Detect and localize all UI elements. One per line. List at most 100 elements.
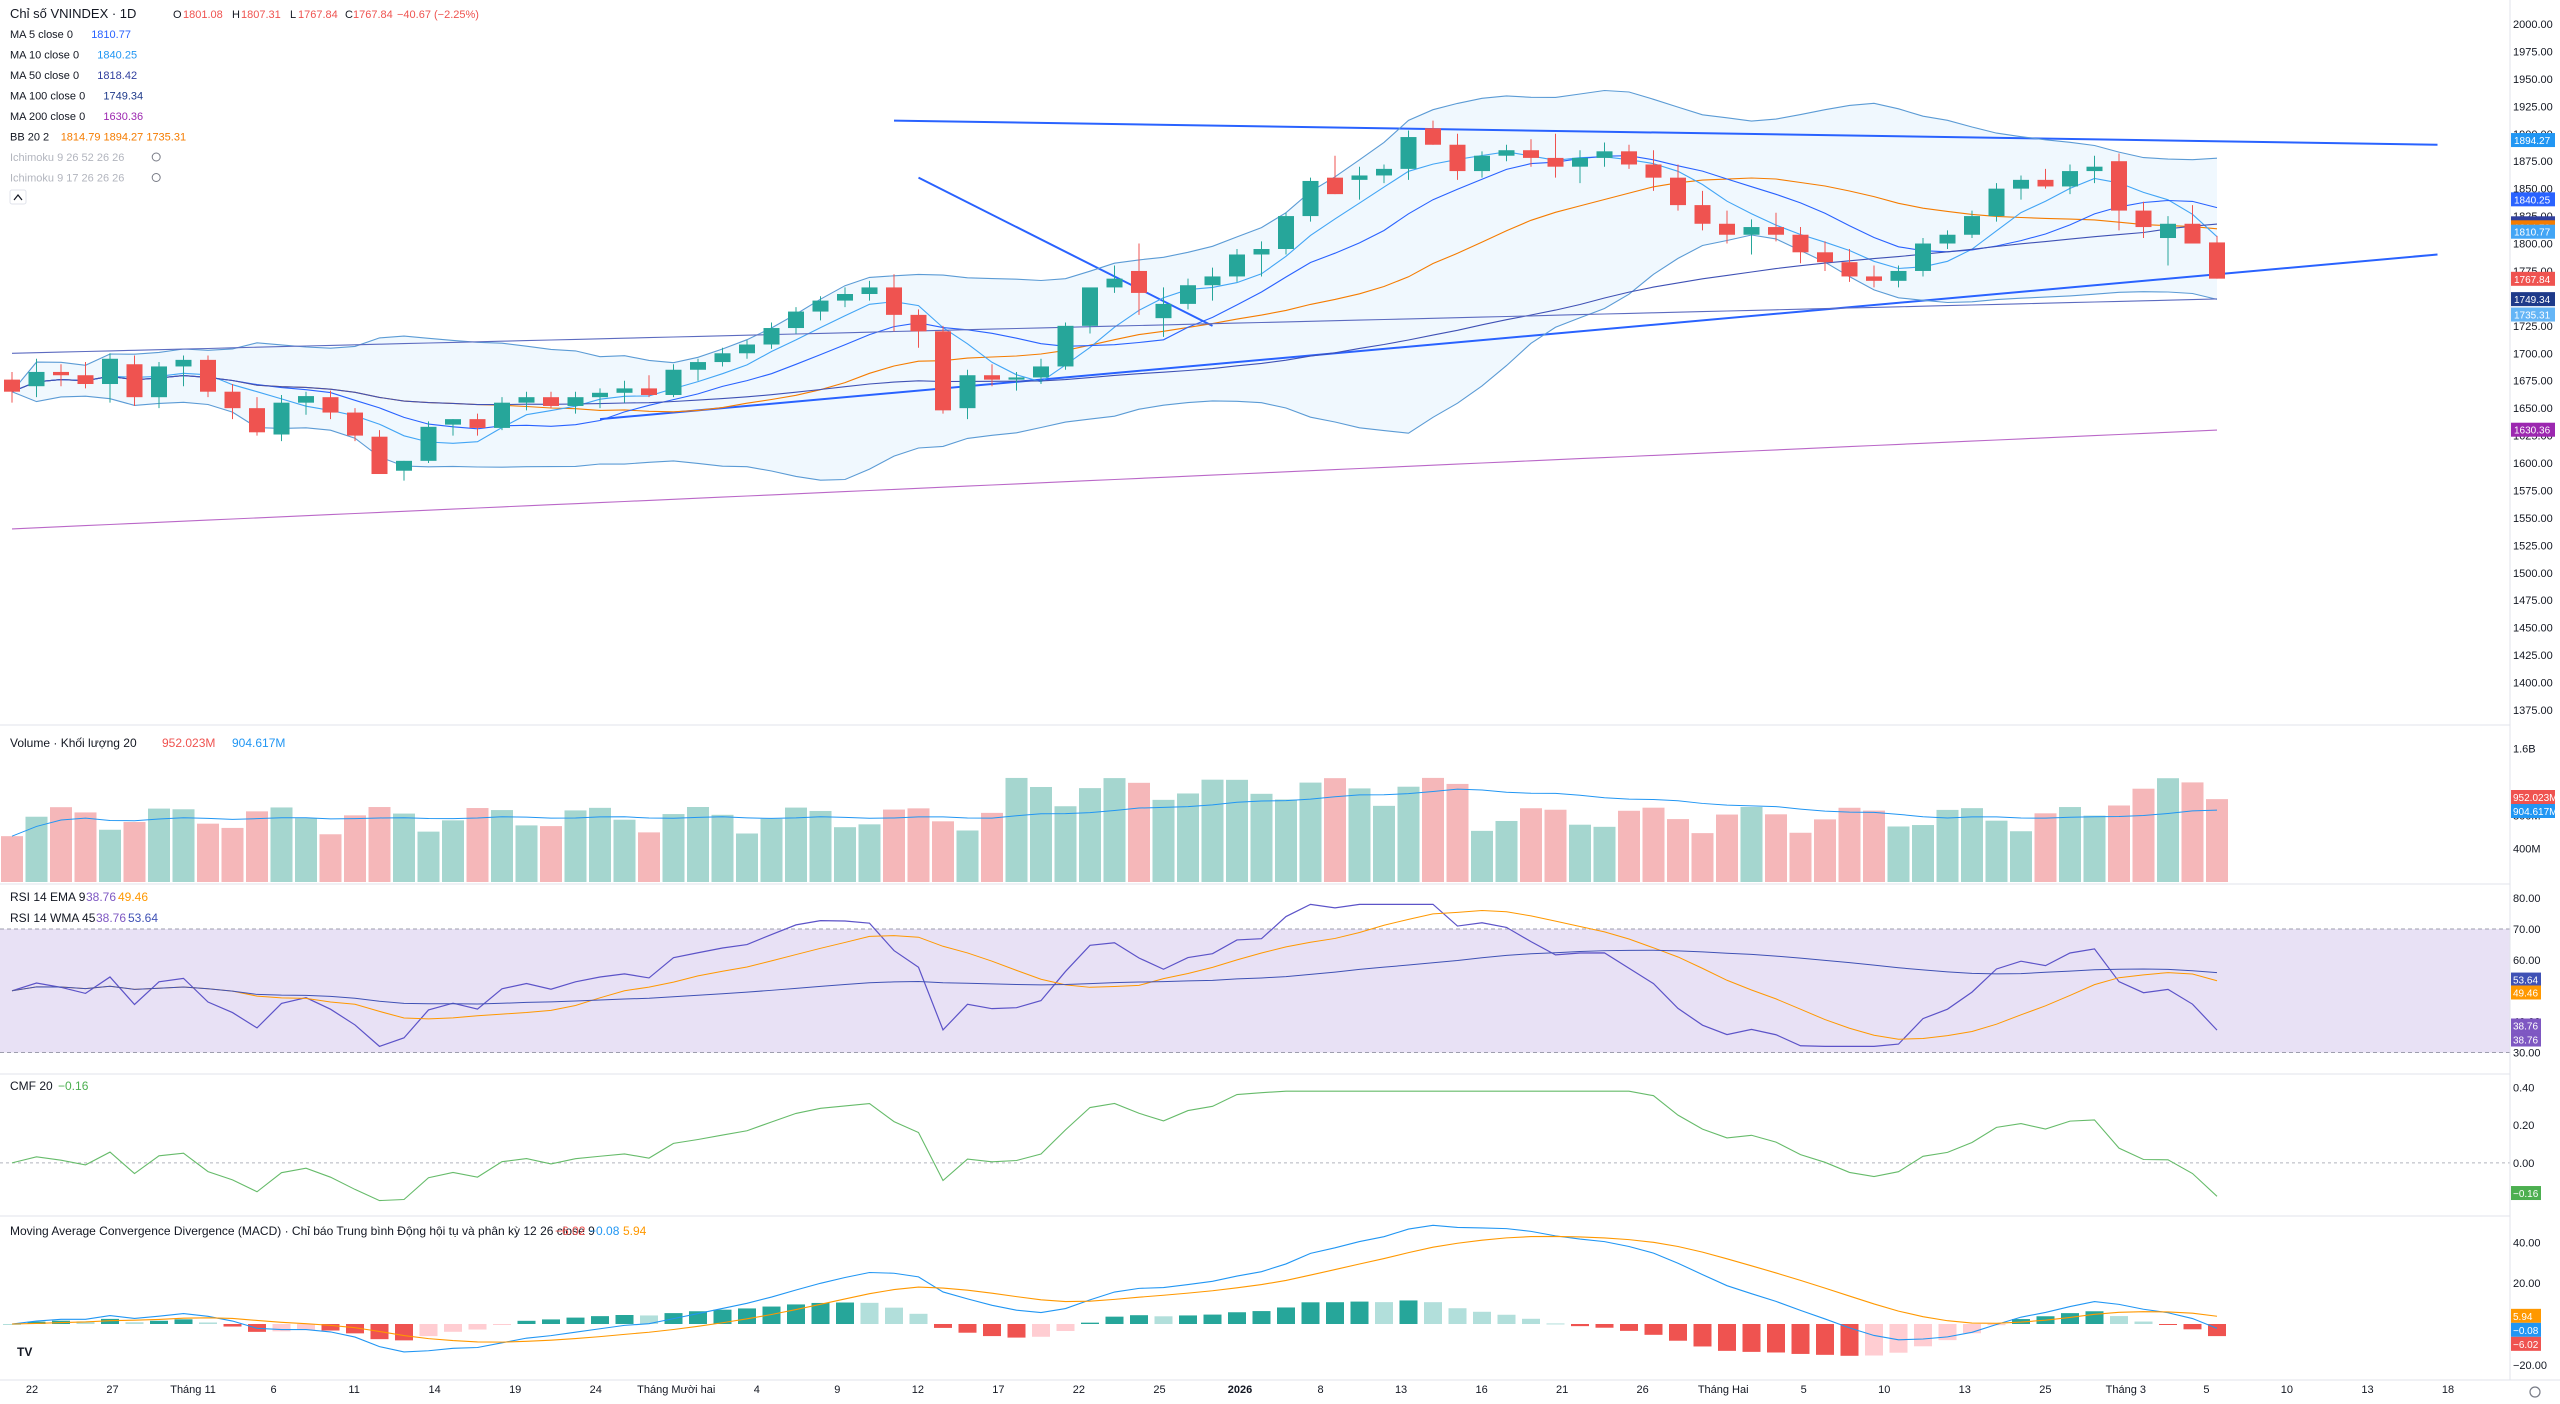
volume-bar (1005, 777, 1028, 882)
volume-bar (319, 834, 342, 882)
collapse-legend-button[interactable] (9, 189, 27, 205)
tradingview-logo[interactable]: TV (16, 1345, 36, 1359)
ascending-trendline[interactable] (599, 253, 2438, 421)
time-axis[interactable]: 22 27 Tháng 11 6 11 14 19 24 Tháng Mười hai 4 9 12 1… (26, 1384, 2454, 1396)
volume-bar (270, 807, 293, 882)
price-tick-label: 1675.00 (2513, 376, 2553, 388)
price-tick-label: 1975.00 (2513, 46, 2553, 58)
macd-signal-line (11, 1235, 2218, 1343)
volume-bar (1642, 807, 1665, 882)
rsi-1-value: 38.76 (86, 890, 116, 904)
macd-histogram-bar (1350, 1301, 1369, 1324)
candle-body (1817, 252, 1833, 263)
volume-bar (368, 807, 391, 882)
candle-body (1008, 377, 1025, 380)
price-pane[interactable] (4, 89, 2438, 530)
rsi-badge (2511, 972, 2541, 987)
candle-body (1425, 128, 1441, 145)
eye-hidden-icon[interactable] (151, 173, 161, 182)
volume-bar (1128, 782, 1150, 882)
candle-body (1792, 234, 1809, 253)
cmf-pane[interactable]: 0.40 0.20 0.00 −0.16 (0, 1082, 2541, 1202)
macd-histogram-bar (1007, 1324, 1026, 1338)
macd-histogram-bar (2012, 1319, 2030, 1324)
volume-bar (2206, 799, 2228, 882)
macd-histogram-bar (3, 1324, 21, 1325)
candle-body (984, 375, 1000, 380)
close-label: C (345, 9, 353, 21)
candle-body (935, 331, 951, 411)
macd-legend: Moving Average Convergence Divergence (M… (10, 1224, 647, 1238)
macd-histogram-bar (1816, 1324, 1834, 1355)
volume-bar (1103, 778, 1126, 882)
volume-bar (1226, 779, 1248, 882)
macd-histogram-bar (101, 1318, 119, 1324)
descending-resistance-trendline[interactable] (893, 119, 2438, 146)
candle-body (2135, 210, 2152, 228)
logo-mark: TV (17, 1345, 32, 1359)
eye-hidden-icon[interactable] (151, 152, 161, 162)
settings-gear-icon[interactable] (2529, 1386, 2541, 1398)
high-value: 1807.31 (241, 9, 281, 21)
time-tick-label: 13 (1395, 1384, 1407, 1396)
rsi-badge (2511, 985, 2541, 1000)
candle-body (567, 397, 584, 406)
close-value: 1767.84 (353, 9, 393, 21)
time-tick-label: 16 (1475, 1384, 1487, 1396)
volume-bar (1079, 788, 1101, 882)
candle-body (1400, 137, 1417, 169)
volume-bar (1569, 824, 1591, 882)
price-badges: 1894.271840.251818.421814.791810.771767.… (2511, 133, 2555, 437)
candle-body (616, 388, 633, 393)
candle-body (1743, 227, 1760, 235)
macd-histogram-bar (787, 1304, 805, 1324)
cmf-badge (2511, 1186, 2541, 1201)
volume-bar (1275, 799, 1297, 882)
macd-histogram-bar (1522, 1318, 1540, 1324)
volume-tick-label: 400M (2513, 844, 2541, 856)
candle-body (861, 287, 878, 295)
macd-histogram-bar (1056, 1324, 1075, 1331)
candle-body (445, 419, 461, 425)
candle-body (1523, 150, 1539, 158)
macd-histogram-bar (1399, 1300, 1418, 1324)
candle-body (249, 408, 265, 433)
macd-histogram-bar (738, 1308, 756, 1324)
macd-tick-label: 40.00 (2513, 1237, 2541, 1249)
volume-bar (2108, 805, 2130, 882)
candle-body (1449, 144, 1466, 172)
candle-body (298, 396, 314, 403)
price-tick-label: 1550.00 (2513, 513, 2553, 525)
rsi-tick-label: 80.00 (2513, 893, 2541, 905)
legend-row-value: 1818.42 (97, 70, 137, 82)
candle-body (518, 397, 535, 403)
macd-histogram-bar (493, 1324, 511, 1325)
candle-body (1621, 151, 1637, 165)
ma200-line (11, 429, 2218, 530)
candle-body (739, 344, 755, 354)
macd-histogram-bar (1718, 1324, 1736, 1351)
macd-histogram-bar (1865, 1324, 1883, 1356)
volume-bar (25, 816, 48, 882)
candle-body (371, 436, 388, 475)
candle-body (1866, 276, 1882, 281)
macd-histogram-bar (395, 1324, 413, 1341)
time-tick-label: Tháng 11 (170, 1384, 216, 1396)
candle-body (1351, 175, 1368, 180)
volume-bar (1397, 786, 1420, 882)
price-badge (2511, 422, 2555, 437)
candle-body (200, 359, 216, 392)
rsi-pane[interactable]: 80.0070.0060.0040.0030.0053.6449.4638.76… (0, 893, 2541, 1060)
candle-body (1204, 276, 1221, 286)
volume-bar (2132, 788, 2155, 882)
candle-body (1719, 223, 1735, 235)
symbol-title[interactable]: Chỉ số VNINDEX · 1D (10, 6, 136, 21)
volume-bar (1177, 793, 1199, 882)
time-tick-label: 8 (1317, 1384, 1323, 1396)
macd-histogram-bar (1669, 1324, 1687, 1341)
volume-bar (1691, 833, 1714, 882)
candle-body (2209, 242, 2225, 279)
